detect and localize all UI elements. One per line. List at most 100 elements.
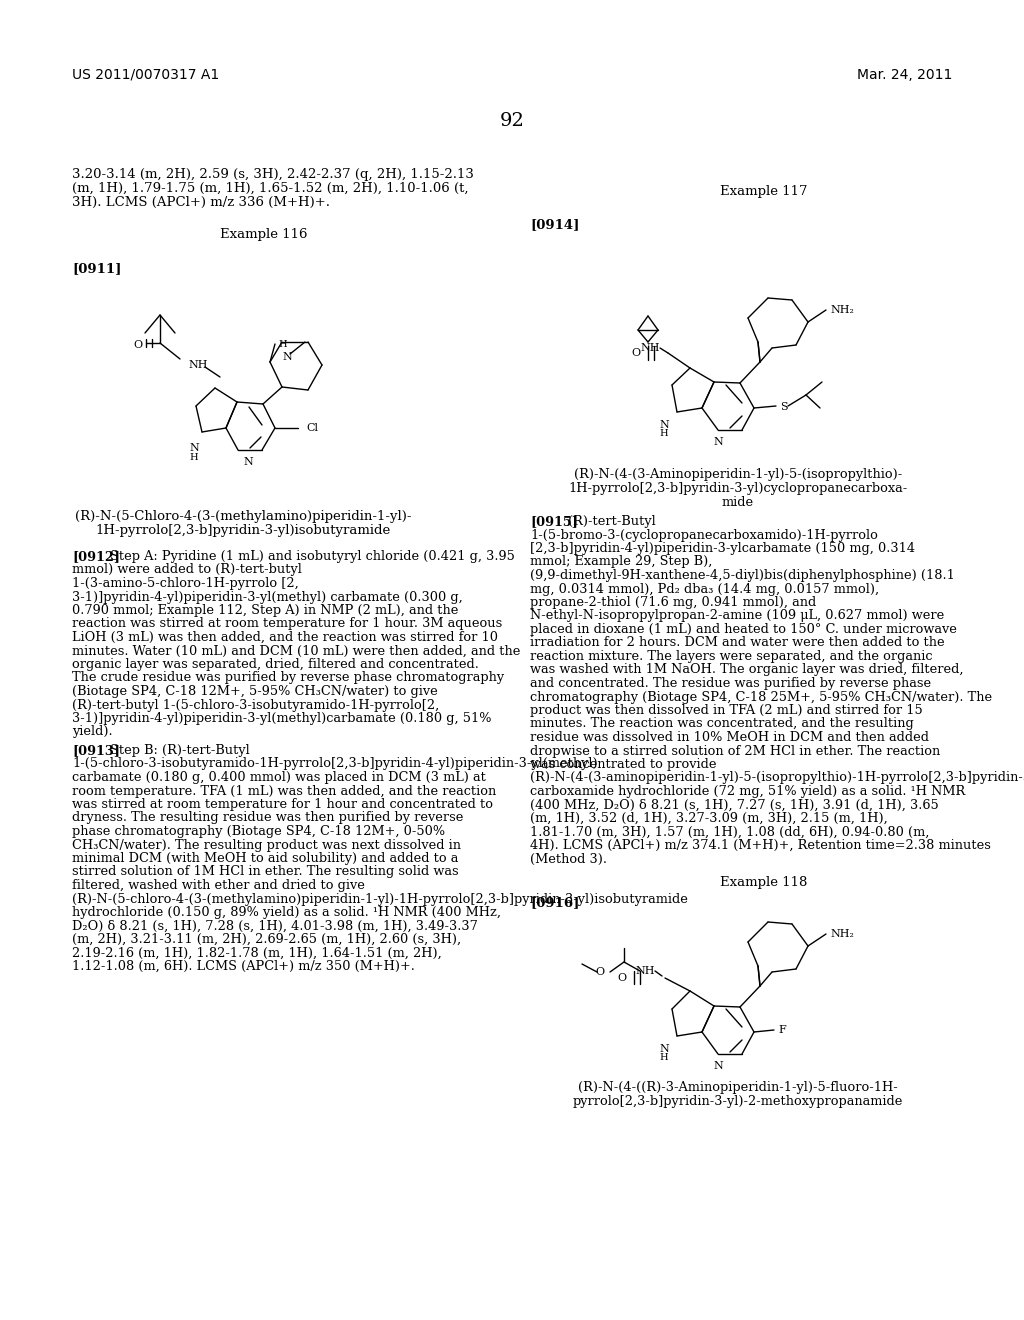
Text: 1H-pyrrolo[2,3-b]pyridin-3-yl)cyclopropanecarboxa-: 1H-pyrrolo[2,3-b]pyridin-3-yl)cyclopropa…	[568, 482, 907, 495]
Text: reaction was stirred at room temperature for 1 hour. 3M aqueous: reaction was stirred at room temperature…	[72, 618, 502, 631]
Text: Mar. 24, 2011: Mar. 24, 2011	[857, 69, 952, 82]
Text: [0912]: [0912]	[72, 550, 120, 564]
Text: N: N	[713, 1061, 723, 1071]
Text: reaction mixture. The layers were separated, and the organic: reaction mixture. The layers were separa…	[530, 649, 933, 663]
Text: Example 118: Example 118	[720, 876, 807, 888]
Text: O: O	[596, 968, 605, 977]
Text: pyrrolo[2,3-b]pyridin-3-yl)-2-methoxypropanamide: pyrrolo[2,3-b]pyridin-3-yl)-2-methoxypro…	[572, 1096, 903, 1107]
Text: 3-1)]pyridin-4-yl)piperidin-3-yl(methyl)carbamate (0.180 g, 51%: 3-1)]pyridin-4-yl)piperidin-3-yl(methyl)…	[72, 711, 492, 725]
Text: (R)-tert-butyl 1-(5-chloro-3-isobutyramido-1H-pyrrolo[2,: (R)-tert-butyl 1-(5-chloro-3-isobutyrami…	[72, 698, 439, 711]
Text: (Method 3).: (Method 3).	[530, 853, 607, 866]
Text: stirred solution of 1M HCl in ether. The resulting solid was: stirred solution of 1M HCl in ether. The…	[72, 866, 459, 879]
Text: [0914]: [0914]	[530, 218, 580, 231]
Text: (9,9-dimethyl-9H-xanthene-4,5-diyl)bis(diphenylphosphine) (18.1: (9,9-dimethyl-9H-xanthene-4,5-diyl)bis(d…	[530, 569, 954, 582]
Text: Step A: Pyridine (1 mL) and isobutyryl chloride (0.421 g, 3.95: Step A: Pyridine (1 mL) and isobutyryl c…	[110, 550, 515, 564]
Text: (R)-N-(4-(3-Aminopiperidin-1-yl)-5-(isopropylthio)-: (R)-N-(4-(3-Aminopiperidin-1-yl)-5-(isop…	[573, 469, 902, 480]
Text: O: O	[133, 341, 142, 350]
Text: N: N	[713, 437, 723, 447]
Text: dropwise to a stirred solution of 2M HCl in ether. The reaction: dropwise to a stirred solution of 2M HCl…	[530, 744, 940, 758]
Text: H: H	[659, 429, 669, 438]
Text: (m, 2H), 3.21-3.11 (m, 2H), 2.69-2.65 (m, 1H), 2.60 (s, 3H),: (m, 2H), 3.21-3.11 (m, 2H), 2.69-2.65 (m…	[72, 933, 461, 946]
Text: N: N	[659, 1044, 669, 1053]
Text: residue was dissolved in 10% MeOH in DCM and then added: residue was dissolved in 10% MeOH in DCM…	[530, 731, 929, 744]
Text: The crude residue was purified by reverse phase chromatography: The crude residue was purified by revers…	[72, 672, 504, 685]
Text: N: N	[659, 420, 669, 430]
Text: (R)-N-(5-chloro-4-(3-(methylamino)piperidin-1-yl)-1H-pyrrolo[2,3-b]pyridin-3-yl): (R)-N-(5-chloro-4-(3-(methylamino)piperi…	[72, 892, 688, 906]
Text: S: S	[780, 403, 787, 412]
Text: propane-2-thiol (71.6 mg, 0.941 mmol), and: propane-2-thiol (71.6 mg, 0.941 mmol), a…	[530, 597, 816, 609]
Text: mg, 0.0314 mmol), Pd₂ dba₃ (14.4 mg, 0.0157 mmol),: mg, 0.0314 mmol), Pd₂ dba₃ (14.4 mg, 0.0…	[530, 582, 880, 595]
Text: carbamate (0.180 g, 0.400 mmol) was placed in DCM (3 mL) at: carbamate (0.180 g, 0.400 mmol) was plac…	[72, 771, 485, 784]
Text: was stirred at room temperature for 1 hour and concentrated to: was stirred at room temperature for 1 ho…	[72, 799, 493, 810]
Text: N: N	[189, 444, 199, 453]
Text: [0911]: [0911]	[72, 261, 122, 275]
Text: mmol) were added to (R)-tert-butyl: mmol) were added to (R)-tert-butyl	[72, 564, 302, 577]
Text: (Biotage SP4, C-18 12M+, 5-95% CH₃CN/water) to give: (Biotage SP4, C-18 12M+, 5-95% CH₃CN/wat…	[72, 685, 437, 698]
Text: US 2011/0070317 A1: US 2011/0070317 A1	[72, 69, 219, 82]
Text: O: O	[631, 348, 640, 358]
Text: 3.20-3.14 (m, 2H), 2.59 (s, 3H), 2.42-2.37 (q, 2H), 1.15-2.13: 3.20-3.14 (m, 2H), 2.59 (s, 3H), 2.42-2.…	[72, 168, 474, 181]
Text: O: O	[616, 973, 626, 983]
Text: Step B: (R)-tert-Butyl: Step B: (R)-tert-Butyl	[110, 744, 250, 756]
Text: (R)-N-(5-Chloro-4-(3-(methylamino)piperidin-1-yl)-: (R)-N-(5-Chloro-4-(3-(methylamino)piperi…	[75, 510, 412, 523]
Text: room temperature. TFA (1 mL) was then added, and the reaction: room temperature. TFA (1 mL) was then ad…	[72, 784, 497, 797]
Text: 1-(5-bromo-3-(cyclopropanecarboxamido)-1H-pyrrolo: 1-(5-bromo-3-(cyclopropanecarboxamido)-1…	[530, 528, 878, 541]
Text: carboxamide hydrochloride (72 mg, 51% yield) as a solid. ¹H NMR: carboxamide hydrochloride (72 mg, 51% yi…	[530, 785, 966, 799]
Text: LiOH (3 mL) was then added, and the reaction was stirred for 10: LiOH (3 mL) was then added, and the reac…	[72, 631, 498, 644]
Text: 92: 92	[500, 112, 524, 129]
Text: 1.12-1.08 (m, 6H). LCMS (APCl+) m/z 350 (M+H)+.: 1.12-1.08 (m, 6H). LCMS (APCl+) m/z 350 …	[72, 960, 415, 973]
Text: (m, 1H), 3.52 (d, 1H), 3.27-3.09 (m, 3H), 2.15 (m, 1H),: (m, 1H), 3.52 (d, 1H), 3.27-3.09 (m, 3H)…	[530, 812, 888, 825]
Text: H: H	[659, 1053, 669, 1063]
Text: 1-(3-amino-5-chloro-1H-pyrrolo [2,: 1-(3-amino-5-chloro-1H-pyrrolo [2,	[72, 577, 299, 590]
Text: NH: NH	[636, 966, 655, 975]
Text: 3-1)]pyridin-4-yl)piperidin-3-yl(methyl) carbamate (0.300 g,: 3-1)]pyridin-4-yl)piperidin-3-yl(methyl)…	[72, 590, 463, 603]
Text: (m, 1H), 1.79-1.75 (m, 1H), 1.65-1.52 (m, 2H), 1.10-1.06 (t,: (m, 1H), 1.79-1.75 (m, 1H), 1.65-1.52 (m…	[72, 182, 469, 195]
Text: placed in dioxane (1 mL) and heated to 150° C. under microwave: placed in dioxane (1 mL) and heated to 1…	[530, 623, 956, 636]
Text: Cl: Cl	[306, 422, 318, 433]
Text: N: N	[282, 352, 292, 362]
Text: [0916]: [0916]	[530, 896, 580, 909]
Text: product was then dissolved in TFA (2 mL) and stirred for 15: product was then dissolved in TFA (2 mL)…	[530, 704, 923, 717]
Text: and concentrated. The residue was purified by reverse phase: and concentrated. The residue was purifi…	[530, 677, 931, 690]
Text: 1.81-1.70 (m, 3H), 1.57 (m, 1H), 1.08 (dd, 6H), 0.94-0.80 (m,: 1.81-1.70 (m, 3H), 1.57 (m, 1H), 1.08 (d…	[530, 825, 930, 838]
Text: yield).: yield).	[72, 726, 113, 738]
Text: organic layer was separated, dried, filtered and concentrated.: organic layer was separated, dried, filt…	[72, 657, 479, 671]
Text: H: H	[278, 341, 287, 348]
Text: D₂O) δ 8.21 (s, 1H), 7.28 (s, 1H), 4.01-3.98 (m, 1H), 3.49-3.37: D₂O) δ 8.21 (s, 1H), 7.28 (s, 1H), 4.01-…	[72, 920, 478, 932]
Text: Example 117: Example 117	[720, 185, 808, 198]
Text: phase chromatography (Biotage SP4, C-18 12M+, 0-50%: phase chromatography (Biotage SP4, C-18 …	[72, 825, 445, 838]
Text: mide: mide	[722, 496, 754, 510]
Text: N-ethyl-N-isopropylpropan-2-amine (109 μL, 0.627 mmol) were: N-ethyl-N-isopropylpropan-2-amine (109 μ…	[530, 610, 944, 623]
Text: (R)-tert-Butyl: (R)-tert-Butyl	[568, 515, 655, 528]
Text: irradiation for 2 hours. DCM and water were then added to the: irradiation for 2 hours. DCM and water w…	[530, 636, 944, 649]
Text: CH₃CN/water). The resulting product was next dissolved in: CH₃CN/water). The resulting product was …	[72, 838, 461, 851]
Text: 0.790 mmol; Example 112, Step A) in NMP (2 mL), and the: 0.790 mmol; Example 112, Step A) in NMP …	[72, 605, 459, 616]
Text: (R)-N-(4-((R)-3-Aminopiperidin-1-yl)-5-fluoro-1H-: (R)-N-(4-((R)-3-Aminopiperidin-1-yl)-5-f…	[579, 1081, 898, 1094]
Text: [0915]: [0915]	[530, 515, 578, 528]
Text: 1-(5-chloro-3-isobutyramido-1H-pyrrolo[2,3-b]pyridin-4-yl)piperidin-3-yl(methyl): 1-(5-chloro-3-isobutyramido-1H-pyrrolo[2…	[72, 758, 598, 771]
Text: 2.19-2.16 (m, 1H), 1.82-1.78 (m, 1H), 1.64-1.51 (m, 2H),: 2.19-2.16 (m, 1H), 1.82-1.78 (m, 1H), 1.…	[72, 946, 441, 960]
Text: H: H	[189, 453, 199, 462]
Text: mmol; Example 29, Step B),: mmol; Example 29, Step B),	[530, 556, 713, 569]
Text: NH₂: NH₂	[830, 305, 854, 315]
Text: minimal DCM (with MeOH to aid solubility) and added to a: minimal DCM (with MeOH to aid solubility…	[72, 851, 459, 865]
Text: dryness. The resulting residue was then purified by reverse: dryness. The resulting residue was then …	[72, 812, 464, 825]
Text: (400 MHz, D₂O) δ 8.21 (s, 1H), 7.27 (s, 1H), 3.91 (d, 1H), 3.65: (400 MHz, D₂O) δ 8.21 (s, 1H), 7.27 (s, …	[530, 799, 939, 812]
Text: filtered, washed with ether and dried to give: filtered, washed with ether and dried to…	[72, 879, 365, 892]
Text: chromatography (Biotage SP4, C-18 25M+, 5-95% CH₃CN/water). The: chromatography (Biotage SP4, C-18 25M+, …	[530, 690, 992, 704]
Text: minutes. Water (10 mL) and DCM (10 mL) were then added, and the: minutes. Water (10 mL) and DCM (10 mL) w…	[72, 644, 520, 657]
Text: 1H-pyrrolo[2,3-b]pyridin-3-yl)isobutyramide: 1H-pyrrolo[2,3-b]pyridin-3-yl)isobutyram…	[95, 524, 390, 537]
Text: 4H). LCMS (APCl+) m/z 374.1 (M+H)+, Retention time=2.38 minutes: 4H). LCMS (APCl+) m/z 374.1 (M+H)+, Rete…	[530, 840, 991, 851]
Text: hydrochloride (0.150 g, 89% yield) as a solid. ¹H NMR (400 MHz,: hydrochloride (0.150 g, 89% yield) as a …	[72, 906, 501, 919]
Text: 3H). LCMS (APCl+) m/z 336 (M+H)+.: 3H). LCMS (APCl+) m/z 336 (M+H)+.	[72, 195, 330, 209]
Text: minutes. The reaction was concentrated, and the resulting: minutes. The reaction was concentrated, …	[530, 718, 913, 730]
Text: [0913]: [0913]	[72, 744, 120, 756]
Text: was concentrated to provide: was concentrated to provide	[530, 758, 717, 771]
Text: N: N	[243, 457, 253, 467]
Text: NH: NH	[188, 360, 208, 370]
Text: was washed with 1M NaOH. The organic layer was dried, filtered,: was washed with 1M NaOH. The organic lay…	[530, 664, 964, 676]
Text: [2,3-b]pyridin-4-yl)piperidin-3-ylcarbamate (150 mg, 0.314: [2,3-b]pyridin-4-yl)piperidin-3-ylcarbam…	[530, 543, 915, 554]
Text: NH: NH	[640, 343, 660, 352]
Text: (R)-N-(4-(3-aminopiperidin-1-yl)-5-(isopropylthio)-1H-pyrrolo[2,3-b]pyridin-3-yl: (R)-N-(4-(3-aminopiperidin-1-yl)-5-(isop…	[530, 771, 1024, 784]
Text: Example 116: Example 116	[220, 228, 307, 242]
